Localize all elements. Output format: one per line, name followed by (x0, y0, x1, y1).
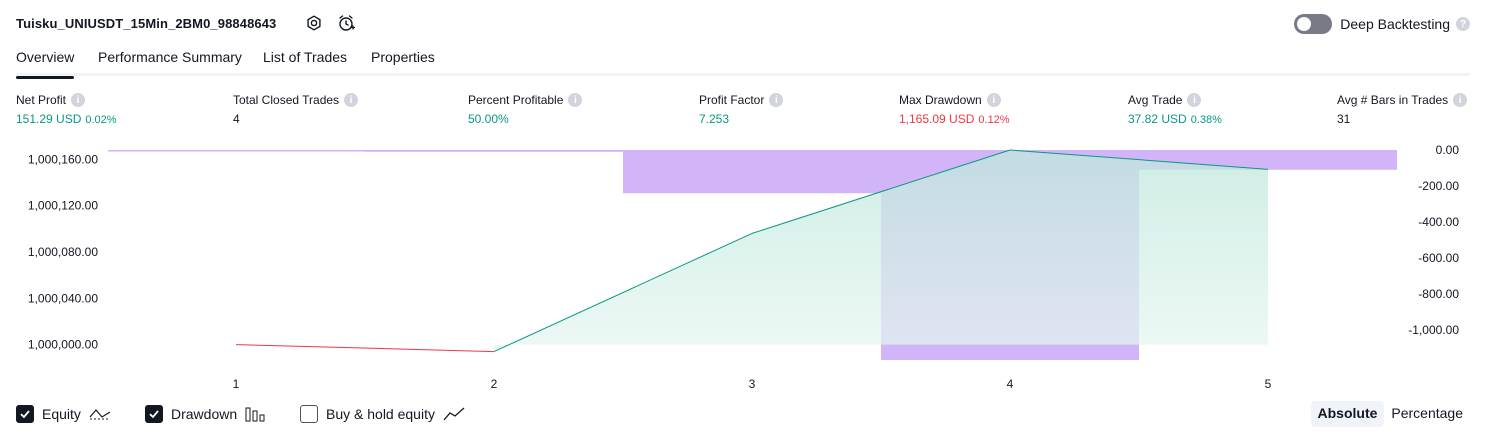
info-icon[interactable]: i (1187, 93, 1202, 107)
metric-label: Max Drawdown (899, 93, 982, 107)
legend-buy-hold-equity[interactable]: Buy & hold equity (300, 403, 465, 425)
buy-hold-label: Buy & hold equity (326, 406, 435, 422)
absolute-button[interactable]: Absolute (1310, 401, 1385, 427)
help-icon[interactable]: ? (1456, 17, 1470, 31)
x-tick-label: 5 (1265, 377, 1272, 391)
right-tick-label: -800.00 (1418, 287, 1459, 301)
tab-properties[interactable]: Properties (371, 49, 435, 65)
info-icon[interactable]: i (71, 93, 86, 107)
tab-overview[interactable]: Overview (16, 49, 75, 79)
left-tick-label: 1,000,160.00 (28, 152, 98, 166)
legend-drawdown[interactable]: Drawdown (145, 403, 267, 425)
x-tick-label: 4 (1007, 377, 1014, 391)
metric-value: 151.29 USD (16, 112, 82, 126)
deep-backtesting-label: Deep Backtesting (1340, 16, 1450, 32)
left-tick-label: 1,000,080.00 (28, 245, 98, 259)
right-tick-label: -600.00 (1418, 251, 1459, 265)
left-axis: 1,000,000.00 1,000,040.00 1,000,080.00 1,00… (28, 152, 98, 351)
metric-value: 1,165.09 USD (899, 112, 975, 126)
tab-list-of-trades[interactable]: List of Trades (263, 49, 348, 65)
value-mode-switch: Absolute Percentage (1310, 401, 1471, 427)
metric-avg-bars-in-trades: Avg # Bars in Trades i 31 (1337, 93, 1468, 126)
metric-value: 37.82 USD (1128, 112, 1187, 126)
right-tick-label: 0.00 (1436, 143, 1460, 157)
metric-percent-profitable: Percent Profitable i 50.00% (468, 93, 583, 126)
equity-segment-3 (751, 149, 1011, 234)
equity-series (235, 149, 1269, 353)
x-tick-label: 2 (491, 377, 498, 391)
equity-segment-2 (493, 232, 753, 353)
metric-label: Total Closed Trades (233, 93, 340, 107)
metric-label: Net Profit (16, 93, 67, 107)
metric-label: Avg # Bars in Trades (1337, 93, 1449, 107)
strategy-title: Tuisku_UNIUSDT_15Min_2BM0_98848643 (16, 16, 277, 31)
info-icon[interactable]: i (344, 93, 359, 107)
equity-drawdown-chart[interactable]: 1,000,000.00 1,000,040.00 1,000,080.00 1,00… (0, 140, 1486, 395)
metric-value: 4 (233, 112, 240, 126)
drawdown-checkbox[interactable] (145, 405, 163, 423)
metric-percent: 0.02% (85, 114, 117, 126)
metric-value: 7.253 (699, 112, 730, 126)
right-axis: 0.00 -200.00 -400.00 -600.00 -800.00 -1,000.0… (1408, 143, 1459, 337)
info-icon[interactable]: i (568, 93, 583, 107)
metric-net-profit: Net Profit i 151.29 USD 0.02% (16, 93, 117, 126)
equity-checkbox[interactable] (16, 405, 34, 423)
metric-profit-factor: Profit Factor i 7.253 (699, 93, 784, 126)
toggle-knob (1297, 17, 1312, 31)
x-tick-label: 1 (233, 377, 240, 391)
drawdown-bar-2 (365, 150, 623, 152)
settings-gear-icon[interactable] (304, 13, 324, 33)
metric-value: 31 (1337, 112, 1351, 126)
metric-label: Percent Profitable (468, 93, 564, 107)
left-tick-label: 1,000,040.00 (28, 291, 98, 305)
buy-hold-checkbox[interactable] (300, 405, 318, 423)
left-tick-label: 1,000,000.00 (28, 338, 98, 352)
x-tick-label: 3 (749, 377, 756, 391)
add-alert-clock-icon[interactable] (336, 13, 356, 33)
metric-percent: 0.12% (978, 114, 1010, 126)
report-tabs: Overview Performance Summary List of Tra… (16, 46, 1470, 79)
drawdown-label: Drawdown (171, 406, 238, 422)
buy-hold-line-icon (443, 407, 465, 421)
left-tick-label: 1,000,120.00 (28, 199, 98, 213)
strategy-header: Tuisku_UNIUSDT_15Min_2BM0_98848643 Deep … (16, 12, 1470, 36)
metric-avg-trade: Avg Trade i 37.82 USD 0.38% (1128, 93, 1222, 126)
tab-performance-summary[interactable]: Performance Summary (98, 49, 242, 65)
equity-area (494, 150, 1268, 352)
right-tick-label: -400.00 (1418, 215, 1459, 229)
drawdown-bars-icon (245, 407, 265, 422)
x-axis: 1 2 3 4 5 (233, 377, 1272, 391)
metric-value: 50.00% (468, 112, 509, 126)
metric-max-drawdown: Max Drawdown i 1,165.09 USD 0.12% (899, 93, 1010, 126)
legend-equity[interactable]: Equity (16, 403, 111, 425)
equity-label: Equity (42, 406, 81, 422)
deep-backtesting-control: Deep Backtesting ? (1294, 14, 1470, 34)
equity-segment-1 (235, 344, 495, 353)
metric-label: Profit Factor (699, 93, 765, 107)
right-tick-label: -1,000.00 (1408, 323, 1459, 337)
info-icon[interactable]: i (986, 93, 1001, 107)
right-tick-label: -200.00 (1418, 179, 1459, 193)
metric-label: Avg Trade (1128, 93, 1183, 107)
info-icon[interactable]: i (1453, 93, 1468, 107)
equity-line-icon (89, 409, 111, 420)
info-icon[interactable]: i (769, 93, 784, 107)
metric-total-closed-trades: Total Closed Trades i 4 (233, 93, 359, 126)
deep-backtesting-toggle[interactable] (1294, 14, 1333, 34)
equity-segment-4 (1009, 149, 1269, 170)
drawdown-bar-3 (623, 150, 881, 194)
percentage-button[interactable]: Percentage (1391, 405, 1463, 421)
metric-percent: 0.38% (1190, 114, 1222, 126)
drawdown-bar-1 (108, 150, 365, 152)
